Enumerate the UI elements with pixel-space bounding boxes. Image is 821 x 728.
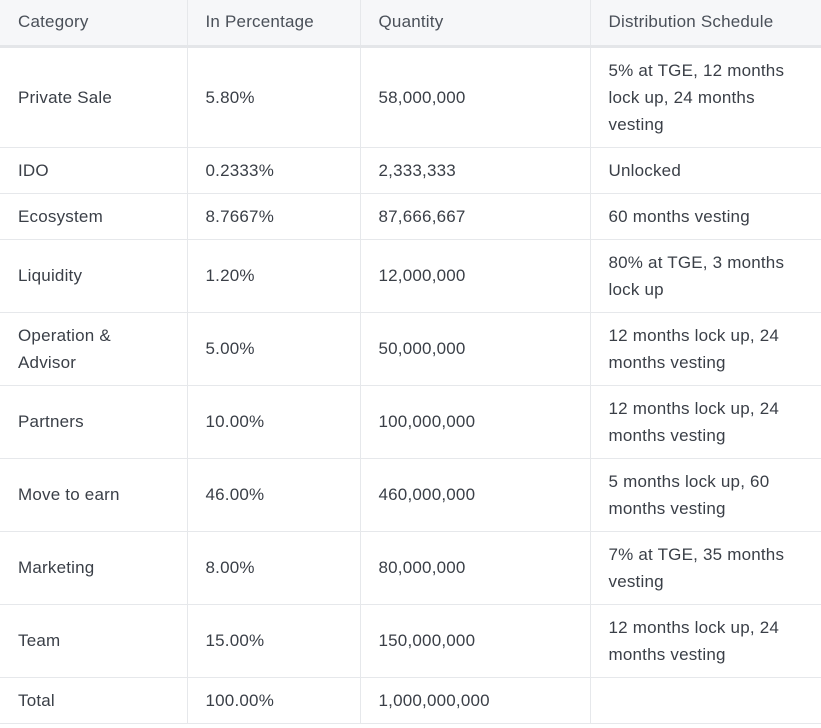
cell-percentage: 1.20% — [187, 239, 361, 313]
cell-category: Private Sale — [0, 46, 188, 148]
cell-percentage: 46.00% — [187, 458, 361, 532]
cell-quantity: 50,000,000 — [360, 312, 591, 386]
table-body: Private Sale 5.80% 58,000,000 5% at TGE,… — [0, 46, 821, 724]
cell-percentage: 8.7667% — [187, 193, 361, 240]
cell-percentage: 5.80% — [187, 46, 361, 148]
cell-quantity: 460,000,000 — [360, 458, 591, 532]
cell-schedule: 12 months lock up, 24 months vesting — [590, 385, 821, 459]
table-header: Category In Percentage Quantity Distribu… — [0, 0, 821, 48]
cell-category: Total — [0, 677, 188, 724]
cell-schedule: 7% at TGE, 35 months vesting — [590, 531, 821, 605]
table-row: Move to earn 46.00% 460,000,000 5 months… — [0, 458, 821, 532]
total-row: Total 100.00% 1,000,000,000 — [0, 677, 821, 724]
cell-quantity: 87,666,667 — [360, 193, 591, 240]
cell-percentage: 15.00% — [187, 604, 361, 678]
cell-category: Team — [0, 604, 188, 678]
header-row: Category In Percentage Quantity Distribu… — [0, 0, 821, 48]
cell-category: Ecosystem — [0, 193, 188, 240]
cell-percentage: 0.2333% — [187, 147, 361, 194]
cell-category: Partners — [0, 385, 188, 459]
cell-schedule: 80% at TGE, 3 months lock up — [590, 239, 821, 313]
table-row: Ecosystem 8.7667% 87,666,667 60 months v… — [0, 193, 821, 240]
cell-category: Liquidity — [0, 239, 188, 313]
cell-category: Marketing — [0, 531, 188, 605]
cell-percentage: 5.00% — [187, 312, 361, 386]
table-row: Team 15.00% 150,000,000 12 months lock u… — [0, 604, 821, 678]
header-percentage: In Percentage — [187, 0, 361, 48]
cell-schedule: 12 months lock up, 24 months vesting — [590, 312, 821, 386]
cell-schedule: Unlocked — [590, 147, 821, 194]
cell-category: Move to earn — [0, 458, 188, 532]
cell-category: Operation & Advisor — [0, 312, 188, 386]
table-row: Partners 10.00% 100,000,000 12 months lo… — [0, 385, 821, 459]
cell-quantity: 150,000,000 — [360, 604, 591, 678]
table-row: Liquidity 1.20% 12,000,000 80% at TGE, 3… — [0, 239, 821, 313]
table-row: Operation & Advisor 5.00% 50,000,000 12 … — [0, 312, 821, 386]
cell-quantity: 100,000,000 — [360, 385, 591, 459]
cell-quantity: 80,000,000 — [360, 531, 591, 605]
table-row: IDO 0.2333% 2,333,333 Unlocked — [0, 147, 821, 194]
cell-schedule — [590, 677, 821, 724]
header-schedule: Distribution Schedule — [590, 0, 821, 48]
cell-schedule: 5 months lock up, 60 months vesting — [590, 458, 821, 532]
cell-quantity: 1,000,000,000 — [360, 677, 591, 724]
header-quantity: Quantity — [360, 0, 591, 48]
cell-schedule: 5% at TGE, 12 months lock up, 24 months … — [590, 46, 821, 148]
cell-percentage: 10.00% — [187, 385, 361, 459]
cell-quantity: 12,000,000 — [360, 239, 591, 313]
cell-percentage: 100.00% — [187, 677, 361, 724]
cell-quantity: 2,333,333 — [360, 147, 591, 194]
cell-schedule: 60 months vesting — [590, 193, 821, 240]
cell-percentage: 8.00% — [187, 531, 361, 605]
cell-category: IDO — [0, 147, 188, 194]
table-row: Private Sale 5.80% 58,000,000 5% at TGE,… — [0, 46, 821, 148]
cell-quantity: 58,000,000 — [360, 46, 591, 148]
header-category: Category — [0, 0, 188, 48]
table-row: Marketing 8.00% 80,000,000 7% at TGE, 35… — [0, 531, 821, 605]
cell-schedule: 12 months lock up, 24 months vesting — [590, 604, 821, 678]
